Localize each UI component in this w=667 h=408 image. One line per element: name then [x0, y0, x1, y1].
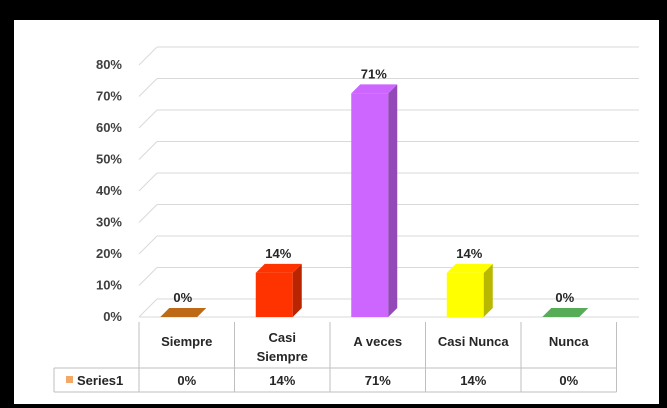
bar [255, 263, 302, 317]
bar-top [542, 308, 589, 317]
y-tick-label: 20% [96, 246, 122, 261]
category-label: Casi Nunca [438, 334, 510, 349]
gridline-side [138, 46, 158, 66]
bar [542, 308, 589, 317]
bar-front [255, 272, 293, 317]
category-label: Siempre [161, 334, 212, 349]
bar [351, 84, 398, 317]
bar [446, 263, 493, 317]
bar-front [351, 93, 389, 317]
bar-side [388, 84, 398, 317]
data-label: 14% [456, 246, 482, 261]
table-value: 71% [365, 373, 391, 388]
gridline-side [138, 267, 158, 286]
table-value: 0% [177, 373, 196, 388]
bar-chart: 0% 10% 20% 30% 40% 50% 60% 70% 80% 0% 14% 71% 14% 0% S… [53, 46, 639, 393]
y-tick-label: 10% [96, 278, 122, 293]
y-tick-label: 70% [96, 89, 122, 104]
bar-side [292, 263, 302, 317]
table-value: 14% [269, 373, 295, 388]
chart-panel: 0% 10% 20% 30% 40% 50% 60% 70% 80% 0% 14% 71% 14% 0% S… [14, 20, 659, 404]
bar-front [446, 272, 484, 317]
y-tick-label: 80% [96, 57, 122, 72]
data-label: 14% [265, 246, 291, 261]
data-label: 71% [361, 66, 387, 81]
bar [160, 308, 207, 317]
category-label: Siempre [257, 349, 308, 364]
table-value: 0% [559, 373, 578, 388]
category-label: Nunca [549, 334, 590, 349]
bar-side [483, 263, 493, 317]
bar-top [351, 84, 398, 94]
bar-top [446, 263, 493, 273]
data-label: 0% [173, 290, 192, 305]
bar-top [160, 308, 207, 317]
table-value: 14% [460, 373, 486, 388]
y-tick-label: 40% [96, 183, 122, 198]
category-label: Casi [269, 330, 296, 345]
y-tick-label: 60% [96, 120, 122, 135]
gridline-side [138, 109, 158, 129]
data-label: 0% [555, 290, 574, 305]
y-tick-label: 30% [96, 215, 122, 230]
legend-swatch [66, 376, 73, 383]
series-name: Series1 [77, 373, 123, 388]
y-tick-label: 50% [96, 152, 122, 167]
gridline-side [138, 78, 158, 97]
bar-top [255, 263, 302, 273]
gridline-side [138, 204, 158, 223]
gridline-side [138, 141, 158, 160]
gridline-side [138, 172, 158, 192]
category-label: A veces [353, 334, 402, 349]
gridline-side [138, 298, 158, 318]
y-tick-label: 0% [103, 309, 122, 324]
gridline-side [138, 235, 158, 255]
